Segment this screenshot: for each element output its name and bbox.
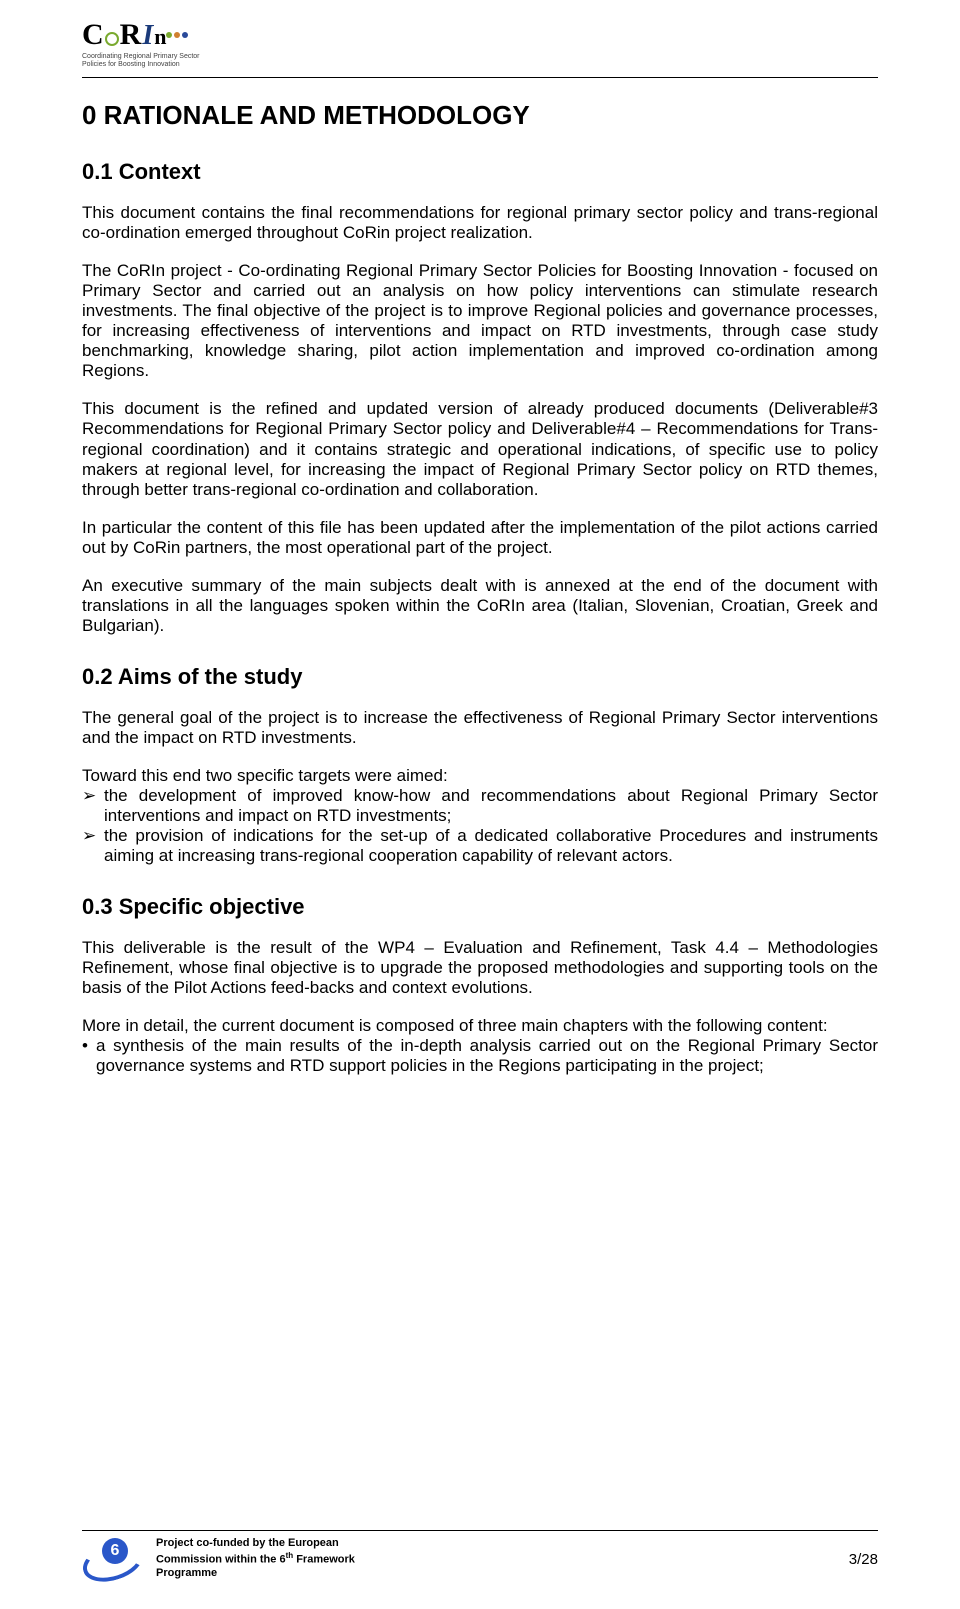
- header-rule: [82, 77, 878, 78]
- context-p2: The CoRIn project - Co-ordinating Region…: [82, 261, 878, 381]
- footer-line2: Commission within the 6th Framework: [156, 1551, 355, 1567]
- bullet-icon: •: [82, 1036, 96, 1056]
- aims-lead: Toward this end two specific targets wer…: [82, 766, 878, 786]
- objective-lead: More in detail, the current document is …: [82, 1016, 878, 1036]
- heading-rationale-methodology: 0 RATIONALE AND METHODOLOGY: [82, 100, 878, 131]
- logo-dots-icon: [166, 32, 188, 38]
- aims-bullets: Toward this end two specific targets wer…: [82, 766, 878, 866]
- logo-wordmark: C R I n: [82, 18, 200, 52]
- objective-bullet-1: • a synthesis of the main results of the…: [82, 1036, 878, 1076]
- objective-bullets: More in detail, the current document is …: [82, 1016, 878, 1076]
- context-p1: This document contains the final recomme…: [82, 203, 878, 243]
- arrow-icon: ➢: [82, 786, 104, 806]
- aims-bullet-1-text: the development of improved know-how and…: [104, 786, 878, 826]
- footer-row: 6 Project co-funded by the European Comm…: [82, 1537, 878, 1581]
- logo-tagline-line1: Coordinating Regional Primary Sector: [82, 53, 200, 61]
- heading-specific-objective: 0.3 Specific objective: [82, 894, 878, 920]
- footer-funding-text: Project co-funded by the European Commis…: [156, 1537, 355, 1581]
- context-p5: An executive summary of the main subject…: [82, 576, 878, 636]
- aims-bullet-2: ➢ the provision of indications for the s…: [82, 826, 878, 866]
- fp6-logo-icon: 6: [82, 1538, 146, 1580]
- heading-context: 0.1 Context: [82, 159, 878, 185]
- logo-letter-r: R: [120, 18, 142, 52]
- objective-p1: This deliverable is the result of the WP…: [82, 938, 878, 998]
- logo-letter-c: C: [82, 18, 104, 52]
- logo-letter-o-icon: [105, 32, 119, 46]
- fp6-number: 6: [102, 1538, 128, 1564]
- objective-bullet-1-text: a synthesis of the main results of the i…: [96, 1036, 878, 1076]
- page: C R I n Coordinating Regional Primary Se…: [0, 0, 960, 1609]
- footer-rule: [82, 1530, 878, 1531]
- footer-left: 6 Project co-funded by the European Comm…: [82, 1537, 355, 1581]
- context-p3: This document is the refined and updated…: [82, 399, 878, 499]
- aims-bullet-2-text: the provision of indications for the set…: [104, 826, 878, 866]
- page-number: 3/28: [849, 1551, 878, 1568]
- corin-logo: C R I n Coordinating Regional Primary Se…: [82, 18, 200, 69]
- logo-tagline: Coordinating Regional Primary Sector Pol…: [82, 53, 200, 69]
- logo-letter-i: I: [142, 20, 153, 52]
- footer: 6 Project co-funded by the European Comm…: [82, 1530, 878, 1581]
- aims-bullet-1: ➢ the development of improved know-how a…: [82, 786, 878, 826]
- logo-tagline-line2: Policies for Boosting Innovation: [82, 61, 200, 69]
- aims-p1: The general goal of the project is to in…: [82, 708, 878, 748]
- header: C R I n Coordinating Regional Primary Se…: [82, 18, 878, 71]
- footer-line1: Project co-funded by the European: [156, 1537, 355, 1551]
- footer-line3: Programme: [156, 1567, 355, 1581]
- heading-aims: 0.2 Aims of the study: [82, 664, 878, 690]
- arrow-icon: ➢: [82, 826, 104, 846]
- context-p4: In particular the content of this file h…: [82, 518, 878, 558]
